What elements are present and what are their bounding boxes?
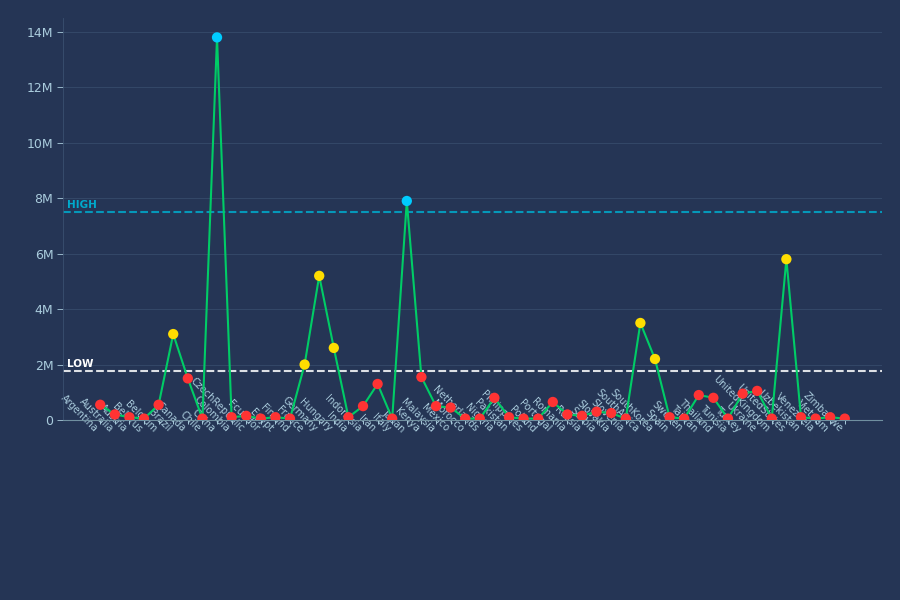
Point — [472, 414, 487, 424]
Point — [750, 386, 764, 395]
Point — [823, 412, 837, 422]
Point — [618, 414, 633, 424]
Point — [312, 271, 327, 281]
Point — [371, 379, 385, 389]
Point — [531, 414, 545, 424]
Point — [108, 410, 122, 419]
Point — [721, 414, 735, 424]
Point — [122, 412, 137, 422]
Point — [297, 360, 311, 370]
Point — [545, 397, 560, 407]
Point — [838, 414, 852, 424]
Point — [517, 414, 531, 424]
Point — [487, 393, 501, 403]
Point — [385, 414, 400, 424]
Point — [648, 354, 662, 364]
Point — [283, 414, 297, 424]
Point — [502, 412, 517, 422]
Point — [444, 403, 458, 412]
Point — [428, 401, 443, 411]
Point — [195, 414, 210, 424]
Text: HIGH: HIGH — [68, 200, 97, 210]
Point — [224, 412, 238, 422]
Point — [691, 390, 706, 400]
Point — [151, 400, 166, 410]
Point — [779, 254, 794, 264]
Point — [677, 414, 691, 424]
Point — [706, 393, 721, 403]
Point — [458, 414, 473, 424]
Point — [794, 412, 808, 422]
Point — [341, 412, 356, 422]
Point — [634, 318, 648, 328]
Point — [166, 329, 180, 339]
Point — [604, 408, 618, 418]
Point — [575, 411, 590, 421]
Point — [93, 400, 107, 410]
Point — [356, 401, 370, 411]
Point — [735, 389, 750, 398]
Point — [765, 414, 779, 424]
Point — [662, 412, 677, 422]
Point — [327, 343, 341, 353]
Point — [414, 372, 428, 382]
Point — [181, 374, 195, 383]
Point — [268, 412, 283, 422]
Point — [400, 196, 414, 206]
Point — [137, 414, 151, 424]
Point — [254, 414, 268, 424]
Text: LOW: LOW — [68, 359, 94, 369]
Point — [808, 414, 823, 424]
Point — [210, 32, 224, 42]
Point — [239, 411, 254, 421]
Point — [590, 407, 604, 416]
Point — [560, 410, 574, 419]
